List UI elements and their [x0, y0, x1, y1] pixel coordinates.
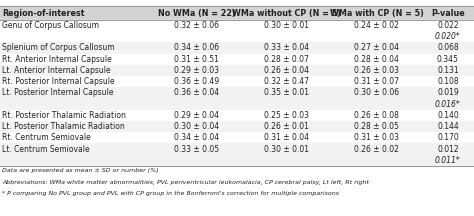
Bar	[0, 121, 474, 132]
Text: Genu of Corpus Callosum: Genu of Corpus Callosum	[2, 21, 100, 30]
Text: 0.28 ± 0.04: 0.28 ± 0.04	[355, 55, 399, 64]
Text: 0.30 ± 0.04: 0.30 ± 0.04	[174, 122, 219, 131]
Text: 0.31 ± 0.51: 0.31 ± 0.51	[174, 55, 219, 64]
Text: 0.30 ± 0.06: 0.30 ± 0.06	[354, 88, 400, 97]
Text: 0.32 ± 0.47: 0.32 ± 0.47	[264, 77, 309, 86]
Text: 0.170: 0.170	[437, 133, 459, 142]
Text: * P comparing No PVL group and PVL with CP group in the Bonferroni's correction : * P comparing No PVL group and PVL with …	[2, 191, 339, 196]
Text: WMa with CP (N = 5): WMa with CP (N = 5)	[330, 9, 424, 18]
Text: Abbreviations: WMa white matter abnormalities, PVL periventricular leukomalacia,: Abbreviations: WMa white matter abnormal…	[2, 180, 369, 185]
Text: P-value: P-value	[431, 9, 465, 18]
Text: 0.012: 0.012	[437, 145, 459, 154]
Text: Rt. Anterior Internal Capsule: Rt. Anterior Internal Capsule	[2, 55, 112, 64]
Text: 0.26 ± 0.04: 0.26 ± 0.04	[264, 66, 309, 75]
Text: 0.068: 0.068	[437, 43, 459, 52]
Text: 0.131: 0.131	[437, 66, 459, 75]
Text: 0.144: 0.144	[437, 122, 459, 131]
Text: 0.020*: 0.020*	[435, 32, 461, 41]
Text: 0.26 ± 0.02: 0.26 ± 0.02	[355, 145, 399, 154]
Text: 0.30 ± 0.01: 0.30 ± 0.01	[264, 21, 309, 30]
Bar	[0, 65, 474, 76]
Text: 0.019: 0.019	[437, 88, 459, 97]
Text: 0.31 ± 0.07: 0.31 ± 0.07	[355, 77, 399, 86]
Text: 0.016*: 0.016*	[435, 100, 461, 109]
Bar	[0, 87, 474, 98]
Bar	[0, 110, 474, 121]
Text: 0.29 ± 0.04: 0.29 ± 0.04	[174, 111, 219, 120]
Bar	[0, 6, 474, 20]
Text: 0.34 ± 0.04: 0.34 ± 0.04	[174, 133, 219, 142]
Bar	[0, 76, 474, 87]
Text: 0.28 ± 0.07: 0.28 ± 0.07	[264, 55, 309, 64]
Text: WMa without CP (N = 5): WMa without CP (N = 5)	[232, 9, 341, 18]
Text: 0.31 ± 0.04: 0.31 ± 0.04	[264, 133, 309, 142]
Text: 0.34 ± 0.06: 0.34 ± 0.06	[174, 43, 219, 52]
Text: 0.27 ± 0.04: 0.27 ± 0.04	[355, 43, 399, 52]
Text: 0.33 ± 0.04: 0.33 ± 0.04	[264, 43, 310, 52]
Text: 0.011*: 0.011*	[435, 156, 461, 165]
Text: 0.28 ± 0.05: 0.28 ± 0.05	[355, 122, 399, 131]
Text: Rt. Centrum Semiovale: Rt. Centrum Semiovale	[2, 133, 91, 142]
Text: Lt. Centrum Semiovale: Lt. Centrum Semiovale	[2, 145, 90, 154]
Bar	[0, 31, 474, 42]
Text: 0.29 ± 0.03: 0.29 ± 0.03	[174, 66, 219, 75]
Bar	[0, 42, 474, 54]
Text: 0.31 ± 0.03: 0.31 ± 0.03	[355, 133, 399, 142]
Bar	[0, 143, 474, 155]
Bar	[0, 20, 474, 31]
Bar	[0, 98, 474, 110]
Text: Lt. Posterior Thalamic Radiation: Lt. Posterior Thalamic Radiation	[2, 122, 125, 131]
Text: 0.33 ± 0.05: 0.33 ± 0.05	[174, 145, 219, 154]
Bar	[0, 54, 474, 65]
Text: 0.35 ± 0.01: 0.35 ± 0.01	[264, 88, 309, 97]
Text: 0.26 ± 0.03: 0.26 ± 0.03	[355, 66, 399, 75]
Text: Rt. Posterior Thalamic Radiation: Rt. Posterior Thalamic Radiation	[2, 111, 126, 120]
Text: 0.345: 0.345	[437, 55, 459, 64]
Text: Data are presented as mean ± SD or number (%): Data are presented as mean ± SD or numbe…	[2, 168, 159, 173]
Text: Lt. Posterior Internal Capsule: Lt. Posterior Internal Capsule	[2, 88, 114, 97]
Text: Rt. Posterior Internal Capsule: Rt. Posterior Internal Capsule	[2, 77, 115, 86]
Text: 0.25 ± 0.03: 0.25 ± 0.03	[264, 111, 309, 120]
Text: 0.24 ± 0.02: 0.24 ± 0.02	[355, 21, 399, 30]
Text: 0.26 ± 0.01: 0.26 ± 0.01	[264, 122, 309, 131]
Text: 0.36 ± 0.49: 0.36 ± 0.49	[174, 77, 219, 86]
Text: Region-of-interest: Region-of-interest	[2, 9, 85, 18]
Text: 0.022: 0.022	[437, 21, 459, 30]
Text: 0.30 ± 0.01: 0.30 ± 0.01	[264, 145, 309, 154]
Text: No WMa (N = 22): No WMa (N = 22)	[158, 9, 236, 18]
Text: 0.26 ± 0.08: 0.26 ± 0.08	[355, 111, 399, 120]
Text: 0.108: 0.108	[437, 77, 459, 86]
Text: 0.140: 0.140	[437, 111, 459, 120]
Text: Lt. Anterior Internal Capsule: Lt. Anterior Internal Capsule	[2, 66, 111, 75]
Bar	[0, 132, 474, 143]
Text: 0.36 ± 0.04: 0.36 ± 0.04	[174, 88, 219, 97]
Bar	[0, 155, 474, 166]
Text: 0.32 ± 0.06: 0.32 ± 0.06	[174, 21, 219, 30]
Text: Splenium of Corpus Callosum: Splenium of Corpus Callosum	[2, 43, 115, 52]
